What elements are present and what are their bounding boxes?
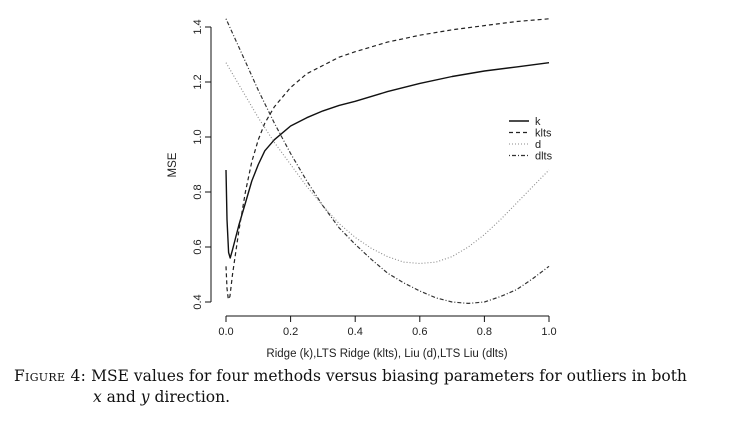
series-line-k xyxy=(225,62,550,259)
series-line-d xyxy=(225,62,550,265)
x-axis-title: Ridge (k),LTS Ridge (klts), Liu (d),LTS … xyxy=(266,348,507,360)
legend-label-dlts: dlts xyxy=(535,151,553,163)
y-tick-label: 0.8 xyxy=(192,184,204,199)
y-axis-title: MSE xyxy=(167,152,179,177)
x-tick-label: 0.0 xyxy=(218,326,233,338)
legend-label-klts: klts xyxy=(535,128,552,140)
x-tick-label: 1.0 xyxy=(541,326,556,338)
y-tick-label: 1.0 xyxy=(192,129,204,144)
x-tick-label: 0.8 xyxy=(477,326,492,338)
y-axis: 0.4 0.6 0.8 1.0 1.2 1.4 MSE xyxy=(167,19,212,310)
y-tick-label: 1.2 xyxy=(192,74,204,89)
caption-text-line1: MSE values for four methods versus biasi… xyxy=(91,367,687,385)
y-tick-label: 0.6 xyxy=(192,239,204,254)
y-tick-label: 0.4 xyxy=(192,294,204,309)
caption-and: and xyxy=(101,388,141,406)
figure-label: Figure 4: xyxy=(14,367,87,385)
x-tick-label: 0.2 xyxy=(283,326,298,338)
x-axis: 0.0 0.2 0.4 0.6 0.8 1.0 Ridge (k),LTS Ridge (… xyxy=(218,315,557,360)
caption-text-line2: direction. xyxy=(149,388,231,406)
y-tick-label: 1.4 xyxy=(192,19,204,34)
legend-label-d: d xyxy=(535,139,541,151)
caption-var-y: y xyxy=(140,388,150,406)
series-line-klts xyxy=(225,18,550,300)
series-line-dlts xyxy=(225,18,550,304)
mse-line-chart: 0.4 0.6 0.8 1.0 1.2 1.4 MSE 0.0 0.2 0.4 0.6 0.8 1.… xyxy=(167,18,557,360)
x-tick-label: 0.6 xyxy=(412,326,427,338)
legend-label-k: k xyxy=(535,116,541,128)
figure-caption: Figure 4: MSE values for four methods ve… xyxy=(14,366,726,408)
caption-var-x: x xyxy=(93,388,102,406)
x-tick-label: 0.4 xyxy=(348,326,363,338)
series-group xyxy=(225,18,550,304)
